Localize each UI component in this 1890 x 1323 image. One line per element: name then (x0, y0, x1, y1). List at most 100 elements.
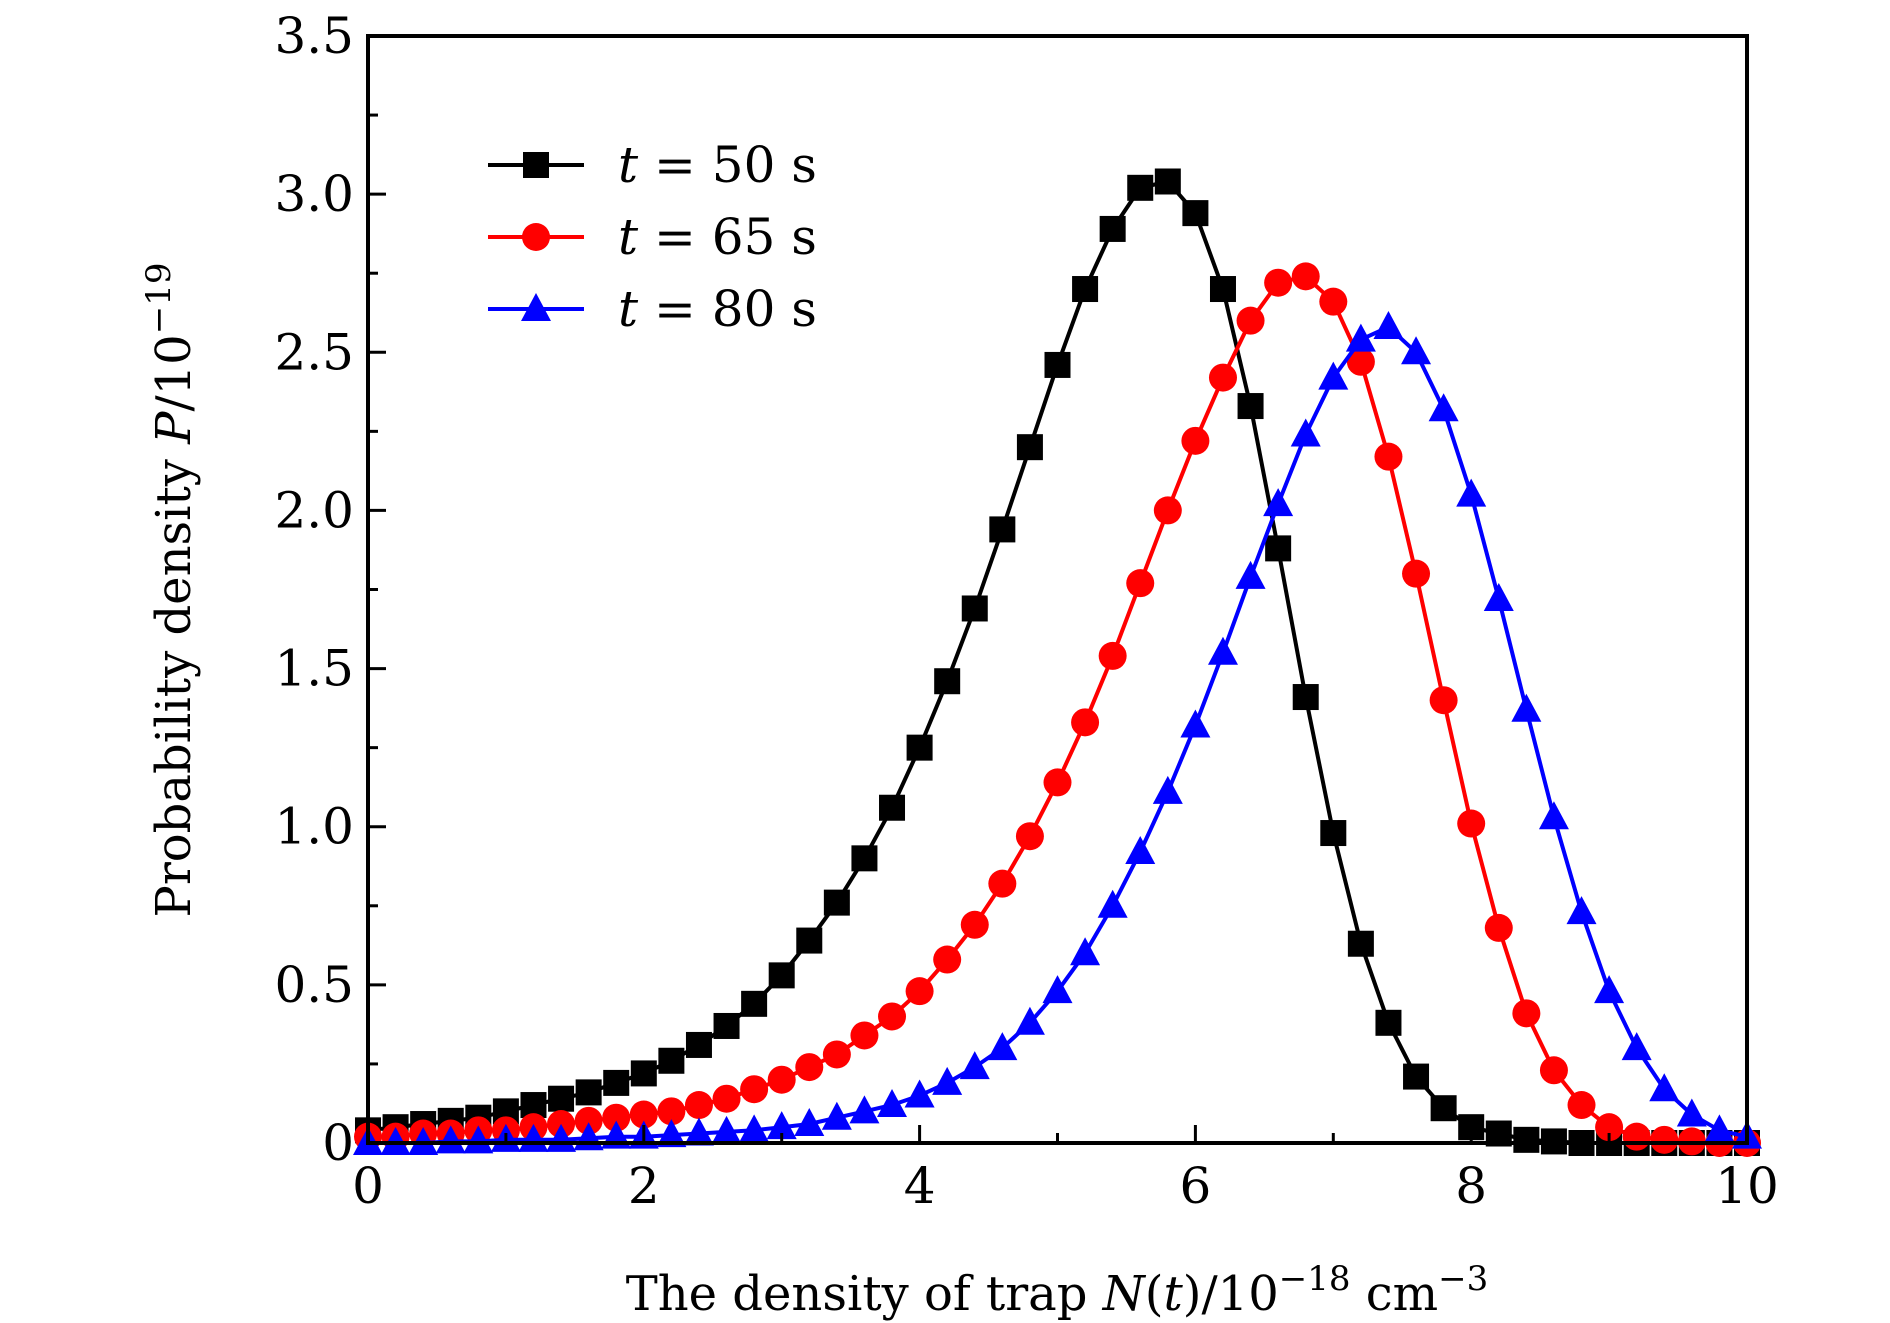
data-point (629, 1100, 658, 1129)
data-point (1622, 1122, 1651, 1151)
legend-label-eq: = (638, 136, 712, 194)
data-point (1097, 889, 1128, 918)
data-point (1235, 560, 1266, 589)
data-point (796, 927, 823, 954)
data-point (574, 1106, 603, 1135)
data-point (739, 1114, 770, 1143)
legend-label: t = 65 s (618, 208, 817, 266)
data-point (933, 945, 962, 974)
data-point (435, 1125, 466, 1154)
data-point (575, 1079, 602, 1106)
x-axis-title-prefix: The density of trap (626, 1266, 1103, 1322)
legend-marker (522, 223, 550, 251)
data-point (602, 1103, 631, 1132)
y-tick-label: 3.0 (274, 165, 354, 223)
data-point (960, 910, 989, 939)
y-tick-label: 2.0 (274, 481, 354, 539)
data-point (656, 1119, 687, 1148)
legend-marker (523, 152, 549, 178)
data-point (989, 516, 1016, 543)
data-point (849, 1095, 880, 1124)
data-point (1152, 775, 1183, 804)
y-axis-title-prefix: Probability density (146, 444, 202, 918)
data-point (741, 990, 768, 1017)
data-point (1181, 426, 1210, 455)
legend-label: t = 50 s (618, 136, 817, 194)
data-point (713, 1012, 740, 1039)
data-point (658, 1047, 685, 1074)
data-point (959, 1051, 990, 1080)
data-point (821, 1101, 852, 1130)
data-point (1042, 975, 1073, 1004)
data-point (711, 1115, 742, 1144)
data-point (877, 1089, 908, 1118)
data-point (712, 1084, 741, 1113)
data-point (1346, 347, 1375, 376)
data-point (1236, 306, 1265, 335)
data-point (1512, 999, 1541, 1028)
data-point (850, 1021, 879, 1050)
x-axis-title: The density of trap N(t)/10−18 cm−3 (626, 1259, 1489, 1322)
data-point (1375, 1009, 1402, 1036)
data-point (1292, 684, 1319, 711)
data-point (934, 668, 961, 695)
data-point (1429, 686, 1458, 715)
data-point (1374, 442, 1403, 471)
data-point (961, 595, 988, 622)
data-point (1043, 768, 1072, 797)
y-tick-label: 1.5 (274, 640, 354, 698)
y-axis-title-exp: −19 (139, 263, 179, 335)
x-tick-label: 2 (628, 1157, 660, 1215)
legend-label-eq: = (638, 208, 712, 266)
data-point (1457, 809, 1486, 838)
y-tick-label: 3.5 (274, 7, 354, 65)
data-point (1126, 569, 1155, 598)
data-point (1153, 496, 1182, 525)
data-point (1263, 488, 1294, 517)
x-tick-label: 10 (1715, 1157, 1779, 1215)
data-point (823, 889, 850, 916)
data-point (932, 1066, 963, 1095)
data-point (1180, 709, 1211, 738)
data-point (685, 1031, 712, 1058)
data-point (906, 734, 933, 761)
tick-labels-layer: 0 2 4 6 8 10 0 0.5 1.0 1.5 2.0 2.5 3.0 3.5 (274, 7, 1778, 1215)
data-point (822, 1040, 851, 1069)
data-point (851, 845, 878, 872)
data-point (905, 977, 934, 1006)
legend-label-var: t (618, 136, 639, 194)
series-line (368, 324, 1748, 1145)
data-point (1538, 801, 1569, 830)
legend-label-eq: = (638, 280, 712, 338)
data-point (1428, 393, 1459, 422)
x-tick-label: 6 (1179, 1157, 1211, 1215)
data-point (1016, 434, 1043, 461)
data-point (1207, 636, 1238, 665)
legend: t = 50 s t = 65 s t = 80 s (488, 136, 817, 338)
data-point (1650, 1125, 1679, 1154)
data-point (463, 1125, 494, 1154)
data-point (1513, 1126, 1540, 1153)
data-point (767, 1065, 796, 1094)
data-point (1014, 1006, 1045, 1035)
data-point (1320, 820, 1347, 847)
series-square (355, 168, 1760, 1156)
legend-label: t = 80 s (618, 280, 817, 338)
legend-item: t = 50 s (488, 136, 817, 194)
data-point (683, 1117, 714, 1146)
data-point (1290, 418, 1321, 447)
data-point (740, 1075, 769, 1104)
series-triangle (353, 310, 1762, 1155)
data-point (1567, 1091, 1596, 1120)
ticks-layer (366, 34, 1749, 1145)
data-point (1484, 913, 1513, 942)
data-point (878, 1002, 907, 1031)
y-tick-label: 1.0 (274, 798, 354, 856)
data-point (630, 1060, 657, 1087)
y-tick-label: 0 (322, 1114, 354, 1172)
series-circle (354, 262, 1761, 1157)
data-point (1319, 287, 1348, 316)
x-tick-label: 8 (1455, 1157, 1487, 1215)
data-point (1318, 361, 1349, 390)
x-axis-title-unit: cm (1351, 1266, 1439, 1322)
